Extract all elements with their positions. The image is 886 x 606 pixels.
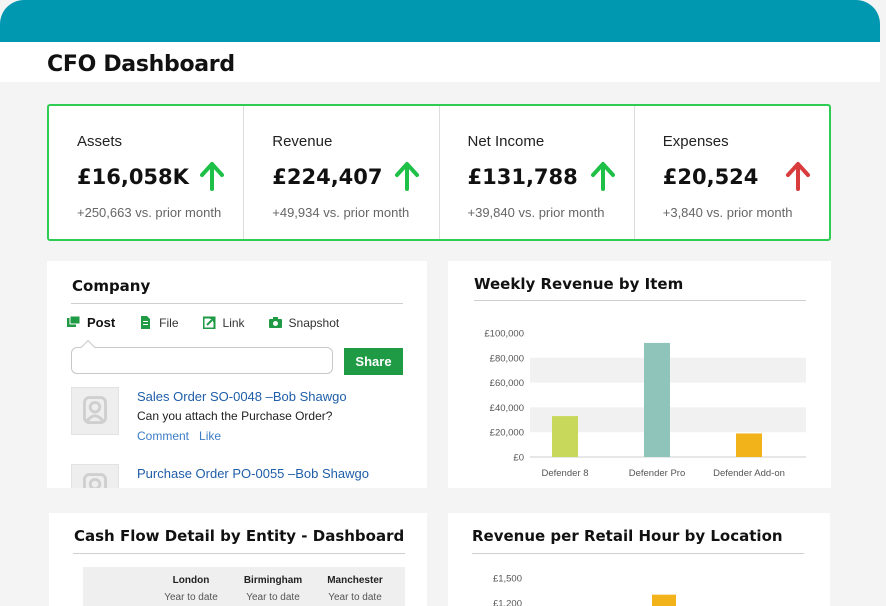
post-input[interactable]: [71, 347, 333, 374]
arrow-up-red-icon: [785, 162, 810, 191]
share-button[interactable]: Share: [344, 348, 403, 375]
retail-revenue-chart: £1,500 £1,200: [493, 574, 676, 606]
page-title: CFO Dashboard: [47, 52, 235, 77]
feed-link[interactable]: Sales Order SO-0048: [137, 389, 263, 404]
chart-title: Revenue per Retail Hour by Location: [472, 527, 783, 545]
column-sub: Year to date: [164, 592, 218, 603]
kpi-assets[interactable]: Assets £16,058K +250,663 vs. prior month: [49, 106, 245, 239]
bar: [736, 433, 762, 457]
y-tick-label: £1,200: [493, 599, 522, 606]
avatar: [71, 464, 119, 488]
feed-title[interactable]: Purchase Order PO-0055 –Bob Shawgo: [137, 466, 369, 481]
like-link[interactable]: Like: [199, 429, 222, 443]
kpi-comparison: +250,663 vs. prior month: [77, 205, 222, 220]
kpi-revenue[interactable]: Revenue £224,407 +49,934 vs. prior month: [244, 106, 440, 239]
post-tabs: Post File Link Snapshot: [67, 315, 363, 330]
x-tick-label: Defender Pro: [629, 468, 686, 479]
kpi-net-income[interactable]: Net Income £131,788 +39,840 vs. prior mo…: [440, 106, 635, 239]
column-header: London: [172, 575, 210, 586]
kpi-value: £20,524: [662, 165, 759, 189]
cashflow-table: London Year to date Birmingham Year to d…: [83, 567, 405, 606]
comment-link[interactable]: Comment: [137, 429, 190, 443]
user-placeholder-icon: [83, 396, 107, 424]
tab-label: Link: [222, 315, 245, 330]
retail-revenue-card: Revenue per Retail Hour by Location £1,5…: [448, 513, 830, 606]
tab-snapshot[interactable]: Snapshot: [268, 315, 340, 330]
feed-author[interactable]: –Bob Shawgo: [262, 389, 347, 404]
y-tick-label: £80,000: [490, 353, 524, 364]
column-sub: Year to date: [246, 592, 300, 603]
kpi-panel: Assets £16,058K +250,663 vs. prior month…: [47, 104, 831, 241]
company-title: Company: [72, 277, 151, 295]
kpi-comparison: +3,840 vs. prior month: [662, 205, 793, 220]
kpi-comparison: +39,840 vs. prior month: [467, 205, 605, 220]
kpi-label: Net Income: [467, 133, 545, 150]
column-birmingham: Birmingham Year to date: [231, 575, 315, 603]
feed-text: Can you attach the Purchase Order?: [137, 409, 333, 423]
post-icon: [67, 316, 80, 327]
column-sub: Year to date: [328, 592, 382, 603]
camera-icon: [268, 317, 282, 328]
arrow-up-icon: [395, 162, 420, 191]
kpi-label: Expenses: [662, 133, 729, 150]
tab-label: Snapshot: [288, 315, 340, 330]
cashflow-card: Cash Flow Detail by Entity - Dashboard L…: [49, 513, 427, 606]
kpi-label: Assets: [77, 133, 123, 150]
divider: [73, 553, 405, 554]
header-bar: [0, 0, 880, 42]
kpi-label: Revenue: [272, 133, 333, 150]
divider: [71, 303, 403, 304]
tab-post[interactable]: Post: [67, 315, 115, 330]
arrow-up-icon: [590, 162, 615, 191]
column-header: Manchester: [327, 575, 383, 586]
chart-title: Weekly Revenue by Item: [474, 275, 684, 293]
x-tick-label: Defender Add-on: [713, 468, 785, 479]
y-tick-label: £100,000: [484, 329, 524, 340]
link-icon: [202, 316, 216, 329]
kpi-value: £224,407: [272, 165, 383, 189]
tab-file[interactable]: File: [139, 315, 179, 330]
kpi-comparison: +49,934 vs. prior month: [272, 205, 410, 220]
cashflow-title: Cash Flow Detail by Entity - Dashboard: [74, 527, 405, 545]
bar: [644, 342, 670, 457]
company-card: Company Post File Link Snapshot Share: [47, 261, 427, 488]
feed-actions: Comment Like: [137, 429, 231, 443]
feed-title[interactable]: Sales Order SO-0048 –Bob Shawgo: [137, 389, 347, 404]
column-header: Birmingham: [243, 575, 303, 586]
bar: [552, 416, 578, 457]
feed-author[interactable]: –Bob Shawgo: [284, 466, 369, 481]
y-tick-label: £1,500: [493, 574, 522, 585]
column-manchester: Manchester Year to date: [313, 575, 397, 603]
user-placeholder-icon: [83, 473, 107, 488]
kpi-value: £16,058K: [77, 165, 189, 189]
title-bar: [0, 42, 880, 82]
tab-link[interactable]: Link: [202, 315, 245, 330]
arrow-up-icon: [200, 162, 224, 191]
file-icon: [141, 316, 151, 329]
feed-link[interactable]: Purchase Order PO-0055: [137, 466, 285, 481]
kpi-expenses[interactable]: Expenses £20,524 +3,840 vs. prior month: [635, 106, 829, 239]
kpi-value: £131,788: [467, 165, 578, 189]
divider: [474, 300, 806, 301]
weekly-revenue-chart: £0 £20,000 £40,000 £60,000 £80,000 £100,000 De…: [484, 329, 806, 479]
y-tick-label: £0: [513, 453, 524, 464]
tab-label: Post: [87, 315, 116, 330]
avatar: [71, 387, 119, 435]
tab-label: File: [159, 315, 179, 330]
y-tick-label: £60,000: [490, 378, 524, 389]
y-tick-label: £40,000: [490, 403, 524, 414]
x-tick-label: Defender 8: [541, 468, 588, 479]
divider: [472, 553, 804, 554]
column-london: London Year to date: [149, 575, 233, 603]
bar: [652, 594, 676, 606]
weekly-revenue-card: Weekly Revenue by Item £0 £20,000 £40,000 £…: [448, 261, 831, 488]
y-tick-label: £20,000: [490, 428, 524, 439]
